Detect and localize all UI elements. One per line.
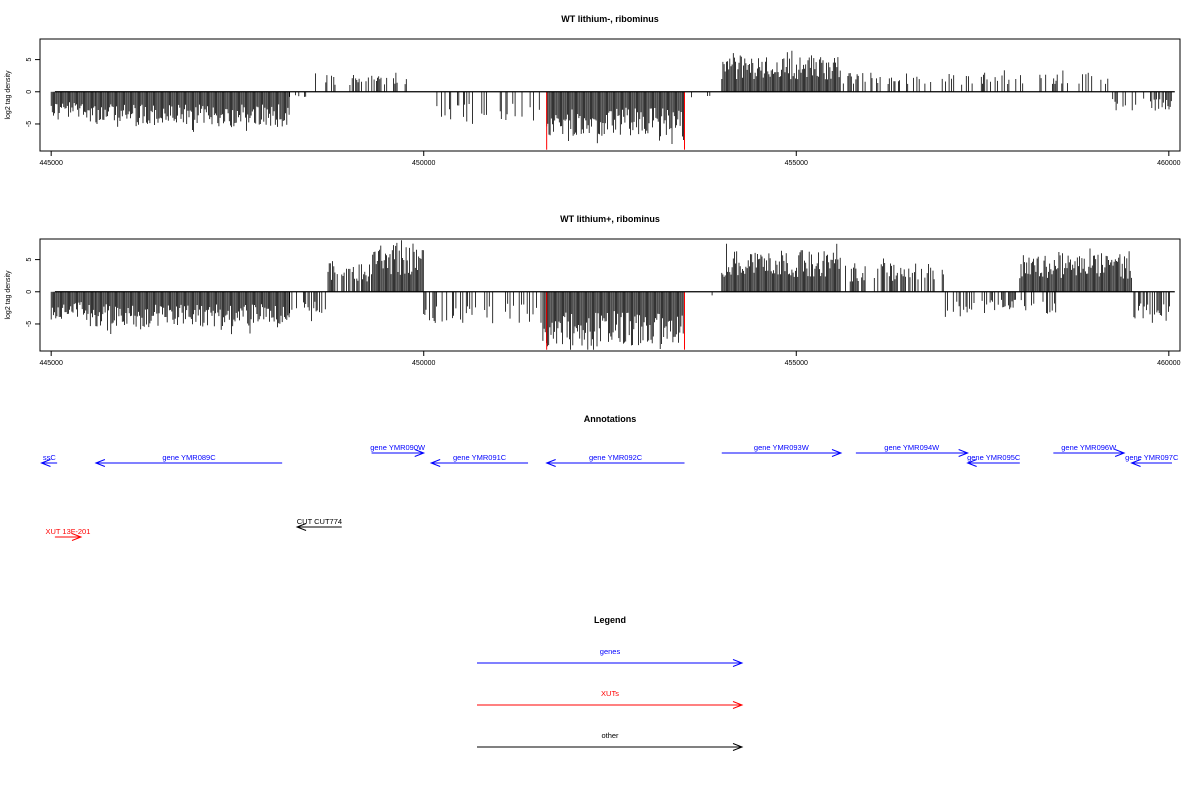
feature: gene YMR094W: [855, 443, 970, 457]
y-tick-label: -5: [26, 321, 33, 327]
feature: gene YMR090W: [370, 443, 426, 457]
feature-arrow-head: [1130, 459, 1141, 467]
bar-group: [50, 50, 1172, 150]
legend-item: XUTs: [477, 689, 744, 709]
feature: gene YMR095C: [966, 453, 1021, 467]
y-tick-label: 5: [26, 58, 33, 62]
feature-label: gene YMR091C: [453, 453, 507, 462]
x-tick-label: 455000: [785, 160, 808, 167]
feature: gene YMR097C: [1125, 453, 1179, 467]
plot-frame: [39, 38, 1181, 152]
legend-items: genes XUTs other: [477, 647, 744, 751]
panel-title: WT lithium-, ribominus: [561, 14, 659, 24]
x-tick-label: 460000: [1157, 160, 1180, 167]
bar-group: [50, 240, 1170, 350]
legend-arrow-head: [732, 659, 744, 667]
feature: XUT 13F-201: [45, 527, 90, 541]
feature-label: gene YMR090W: [370, 443, 426, 452]
panel-wt-lithium-plus: WT lithium+, ribominus log2 tag density …: [5, 214, 1181, 367]
legend-label: genes: [600, 647, 621, 656]
x-tick-label: 450000: [412, 160, 435, 167]
plot-frame: [39, 238, 1181, 352]
legend-label: other: [601, 731, 619, 740]
axes: 445000 450000 455000 460000 -5 0 5: [26, 258, 1181, 367]
feature-arrow-head: [831, 449, 843, 457]
feature-arrow-head: [429, 459, 441, 467]
feature-arrow-head: [94, 459, 106, 467]
feature-label: CUT CUT774: [297, 517, 342, 526]
x-tick-label: 460000: [1157, 360, 1180, 367]
feature: ssC: [40, 453, 58, 467]
legend-item: genes: [477, 647, 744, 667]
feature-label: gene YMR096W: [1061, 443, 1117, 452]
feature: gene YMR091C: [429, 453, 529, 467]
legend-item: other: [477, 731, 744, 751]
feature-label: gene YMR089C: [162, 453, 216, 462]
feature: gene YMR089C: [94, 453, 283, 467]
feature: gene YMR093W: [721, 443, 843, 457]
feature-label: XUT 13F-201: [45, 527, 90, 536]
y-tick-label: 0: [26, 290, 33, 294]
panel-wt-lithium-minus: WT lithium-, ribominus log2 tag density …: [5, 14, 1181, 167]
feature: gene YMR092C: [545, 453, 685, 467]
y-tick-label: 0: [26, 90, 33, 94]
feature-arrow-head: [966, 459, 977, 467]
x-tick-label: 445000: [39, 160, 62, 167]
feature: CUT CUT774: [295, 517, 342, 531]
feature-arrow-head: [414, 449, 426, 457]
feature-arrow-head: [545, 459, 556, 467]
feature-group: ssC gene YMR089C gene YMR090W gene YMR091C g…: [40, 443, 1179, 541]
annotations-title: Annotations: [584, 414, 637, 424]
feature: gene YMR096W: [1053, 443, 1126, 457]
axes: 445000 450000 455000 460000 -5 0 5: [26, 58, 1181, 167]
y-tick-label: 5: [26, 258, 33, 262]
x-tick-label: 445000: [39, 360, 62, 367]
feature-arrow-head: [40, 459, 51, 467]
legend-title: Legend: [594, 615, 626, 625]
feature-label: gene YMR095C: [967, 453, 1021, 462]
legend-arrow-head: [732, 743, 744, 751]
feature-arrow-head: [295, 523, 307, 531]
annotations-track: Annotations ssC gene YMR089C gene YMR090W g…: [40, 414, 1179, 541]
panel-title: WT lithium+, ribominus: [560, 214, 660, 224]
legend-arrow-head: [732, 701, 744, 709]
y-axis-label: log2 tag density: [5, 70, 12, 120]
y-axis-label: log2 tag density: [5, 270, 12, 320]
feature-label: gene YMR093W: [754, 443, 810, 452]
feature-arrow-head: [71, 533, 83, 541]
feature-arrow-head: [1114, 449, 1126, 457]
feature-label: gene YMR092C: [589, 453, 643, 462]
x-tick-label: 455000: [785, 360, 808, 367]
legend: Legend genes XUTs other: [477, 615, 744, 751]
feature-label: gene YMR097C: [1125, 453, 1179, 462]
y-tick-label: -5: [26, 121, 33, 127]
feature-label: ssC: [43, 453, 57, 462]
x-tick-label: 450000: [412, 360, 435, 367]
legend-label: XUTs: [601, 689, 619, 698]
feature-arrow-head: [958, 449, 970, 457]
feature-label: gene YMR094W: [884, 443, 940, 452]
